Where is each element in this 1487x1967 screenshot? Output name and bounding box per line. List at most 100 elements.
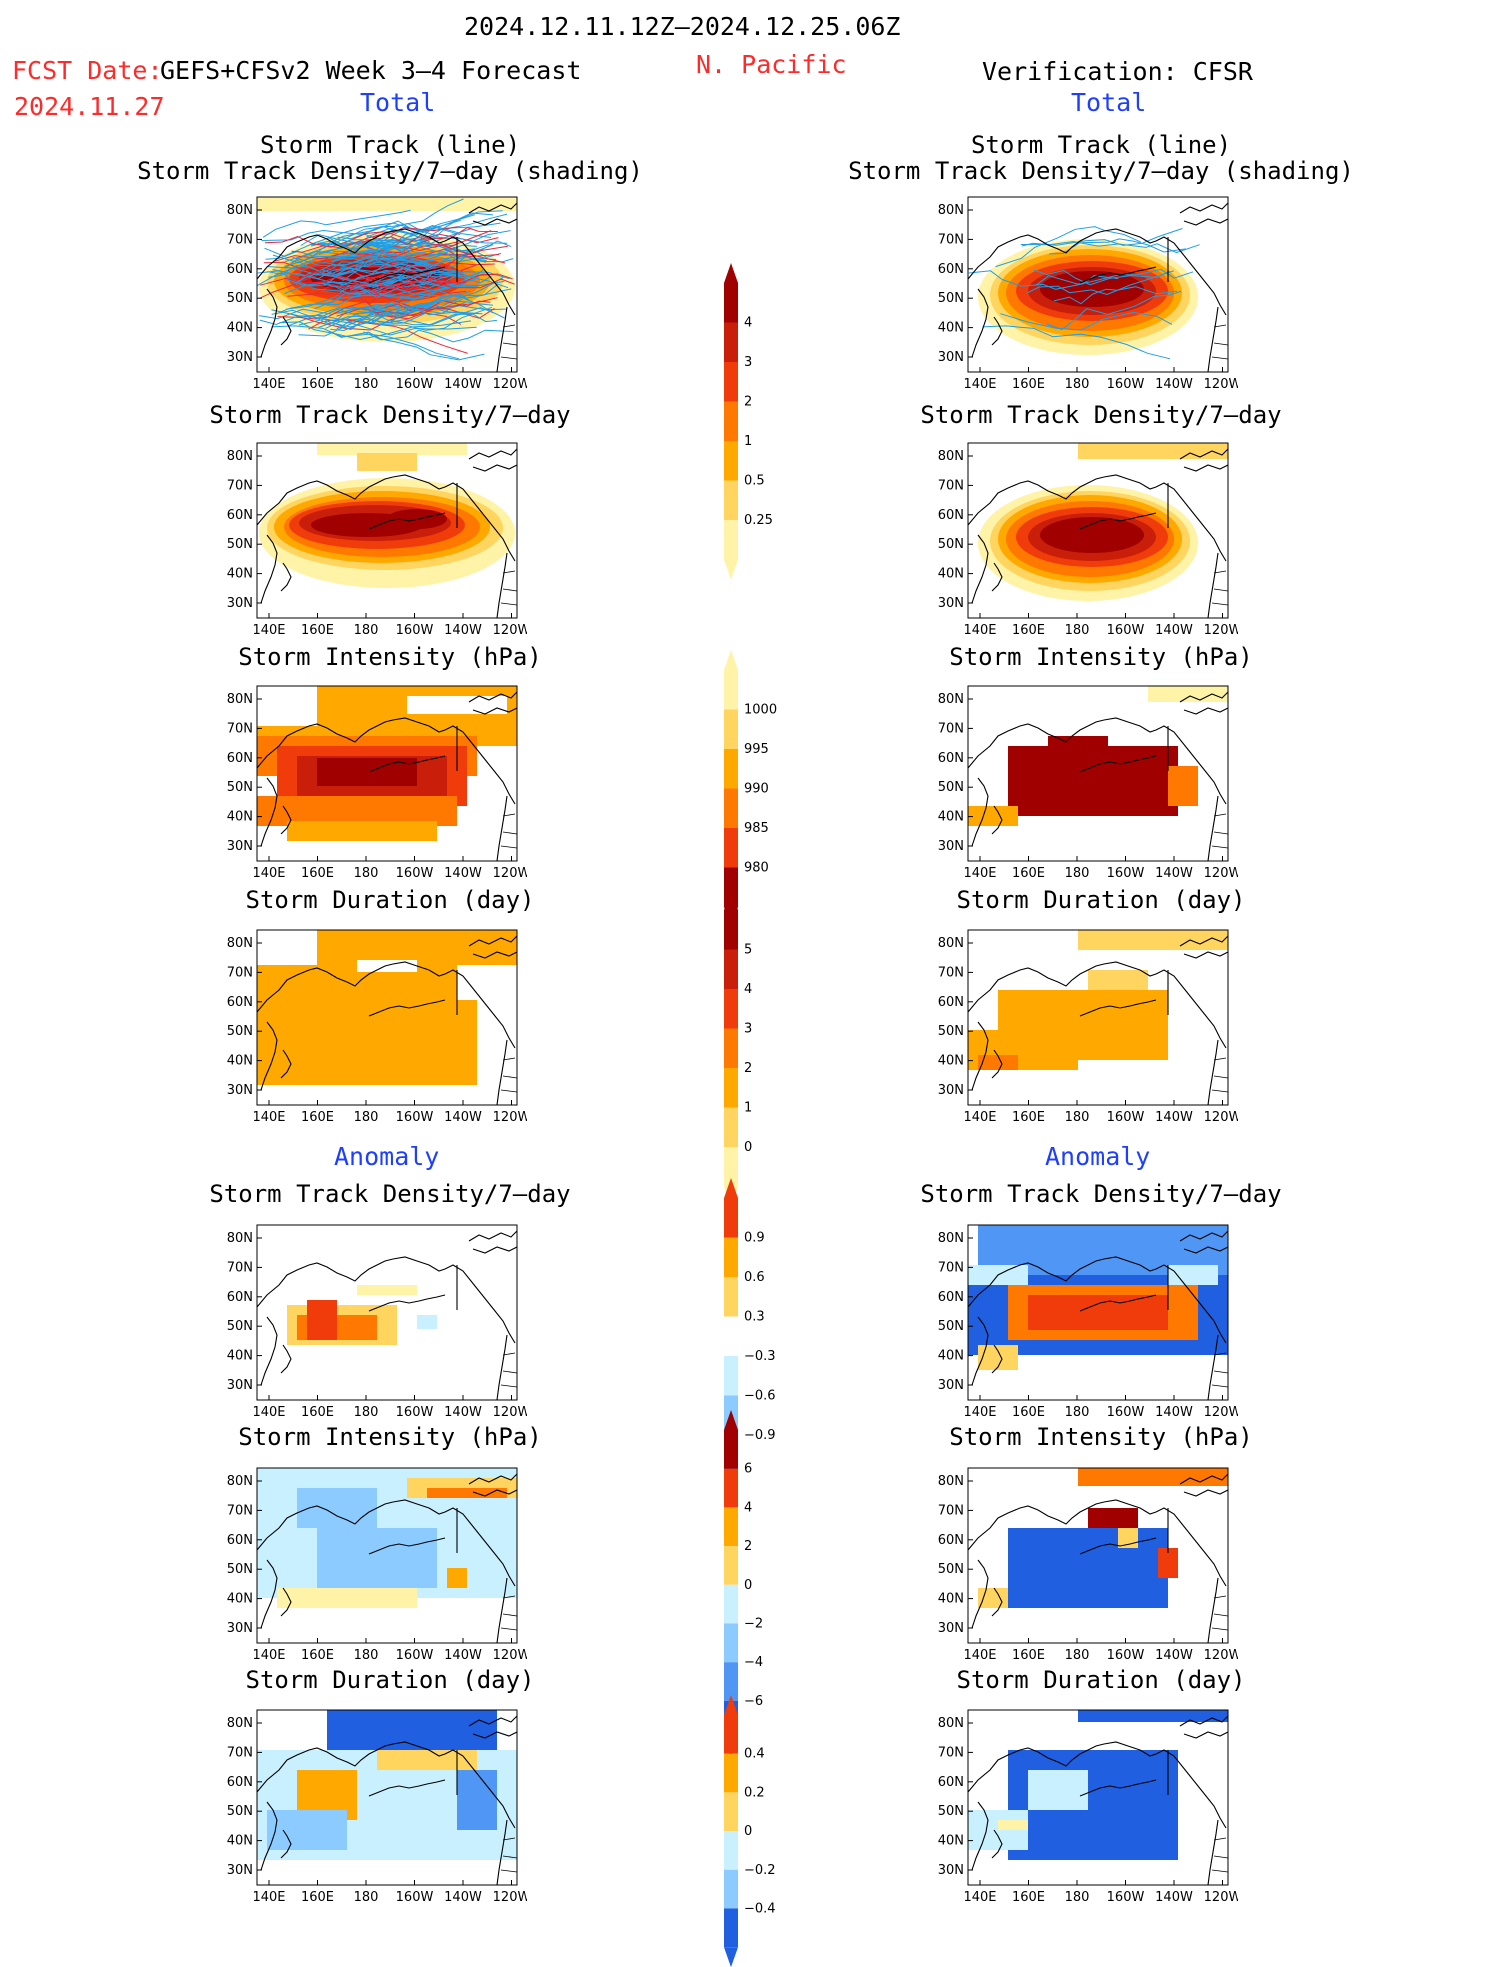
colorbar-label: 3: [744, 1022, 752, 1037]
storm-track: [260, 278, 427, 299]
colorbar-segment: [724, 1068, 738, 1108]
lon-tick-label: 120W: [1204, 623, 1238, 638]
storm-track: [353, 299, 505, 319]
shading-cell: [417, 1315, 437, 1329]
storm-track: [330, 306, 493, 332]
panel-title-track-line: Storm Track (line): [259, 131, 521, 159]
storm-track: [366, 213, 508, 238]
lat-tick-label: 50N: [938, 1024, 964, 1039]
section-total-left: Total: [360, 88, 436, 117]
lon-tick-label: 140E: [963, 623, 996, 638]
lon-tick-label: 180: [1065, 377, 1090, 392]
coastline: [1179, 448, 1228, 460]
colorbar-segment: [724, 520, 738, 560]
shading-cell: [257, 197, 517, 211]
lon-tick-label: 140W: [444, 1648, 482, 1663]
storm-track: [1033, 269, 1170, 286]
colorbar-segment: [724, 709, 738, 749]
storm-track: [271, 308, 427, 324]
coastline: [1079, 999, 1157, 1017]
coastline: [1103, 1741, 1227, 1829]
panel-title-density-anom-right: Storm Track Density/7–day: [920, 1180, 1282, 1208]
lat-tick-label: 70N: [938, 965, 964, 980]
storm-track: [363, 329, 514, 343]
coastline: [991, 1587, 1003, 1617]
shading-cell: [357, 453, 417, 471]
coastline: [1103, 1256, 1227, 1344]
lon-tick-label: 180: [1065, 1110, 1090, 1125]
coastline: [496, 552, 508, 618]
lat-tick-label: 70N: [938, 478, 964, 493]
region-label: N. Pacific: [696, 50, 847, 79]
storm-track: [295, 251, 448, 285]
colorbar-label: 1000: [744, 703, 777, 718]
shading-cell: [978, 1588, 1008, 1608]
lon-tick-label: 180: [354, 1648, 379, 1663]
storm-track: [314, 288, 494, 310]
colorbar-label: 0.6: [744, 1270, 765, 1285]
storm-track: [300, 219, 461, 246]
lat-tick-label: 60N: [938, 751, 964, 766]
map-frame: [967, 1467, 1229, 1644]
map-frame: [256, 442, 518, 619]
map-frame: [967, 442, 1229, 619]
shading-cell: [317, 930, 517, 965]
coastline: [1179, 1715, 1228, 1727]
lat-tick-label: 80N: [227, 449, 253, 464]
lon-tick-label: 120W: [1204, 1890, 1238, 1905]
storm-track: [338, 257, 509, 289]
coastline: [1183, 1489, 1228, 1497]
lon-tick-label: 180: [1065, 1648, 1090, 1663]
state-border: [500, 324, 517, 360]
lat-tick-label: 30N: [227, 1863, 253, 1878]
coastline: [971, 534, 989, 604]
lat-tick-label: 50N: [938, 537, 964, 552]
coastline: [496, 1039, 508, 1105]
colorbar-label: 0.3: [744, 1310, 765, 1325]
lat-tick-label: 80N: [227, 1716, 253, 1731]
coastline: [1207, 306, 1219, 372]
lon-tick-label: 140W: [444, 1110, 482, 1125]
panel-title-duration-anom: Storm Duration (day): [245, 1666, 535, 1694]
lat-tick-label: 70N: [938, 1745, 964, 1760]
colorbar-label: −0.6: [744, 1389, 776, 1404]
lon-tick-label: 140E: [963, 866, 996, 881]
storm-track: [375, 230, 511, 258]
lon-tick-label: 140E: [252, 623, 285, 638]
storm-track: [327, 198, 464, 245]
storm-track: [1053, 286, 1178, 305]
colorbar-label: −0.2: [744, 1863, 776, 1878]
lat-tick-label: 40N: [938, 1592, 964, 1607]
storm-track: [284, 227, 422, 269]
lat-tick-label: 80N: [938, 203, 964, 218]
lat-tick-label: 60N: [938, 508, 964, 523]
lat-tick-label: 30N: [227, 1378, 253, 1393]
lon-tick-label: 160E: [1012, 377, 1045, 392]
lat-tick-label: 70N: [938, 232, 964, 247]
lon-tick-label: 180: [354, 1110, 379, 1125]
shading-cell: [1078, 1468, 1228, 1486]
coastline: [280, 1587, 292, 1617]
shading-cell: [1078, 930, 1228, 950]
map-density-anom-forecast: 80N 70N 60N 50N 40N 30N 140E 160E 180 160W 140W 120…: [227, 1224, 527, 1420]
panel-title-track-shading-right: Storm Track Density/7–day (shading): [848, 157, 1354, 185]
colorbar-segment: [724, 1107, 738, 1147]
lon-tick-label: 160W: [1107, 1405, 1145, 1420]
lat-tick-label: 50N: [227, 291, 253, 306]
shading-cell: [1168, 1265, 1218, 1285]
coastline: [260, 1021, 278, 1091]
shading-cell: [357, 1285, 417, 1295]
coastline: [260, 1801, 278, 1871]
coastline: [392, 1256, 516, 1344]
shading-cell: [968, 806, 1018, 826]
lat-tick-label: 70N: [938, 1503, 964, 1518]
coastline: [1183, 218, 1228, 226]
lon-tick-label: 160E: [301, 377, 334, 392]
shading-cell: [1088, 1508, 1138, 1528]
panel-title-track-shading: Storm Track Density/7–day (shading): [137, 157, 643, 185]
coastline: [1207, 1039, 1219, 1105]
storm-track: [349, 273, 513, 290]
lat-tick-label: 50N: [227, 780, 253, 795]
colorbar-label: 980: [744, 861, 769, 876]
lat-tick-label: 50N: [227, 1024, 253, 1039]
